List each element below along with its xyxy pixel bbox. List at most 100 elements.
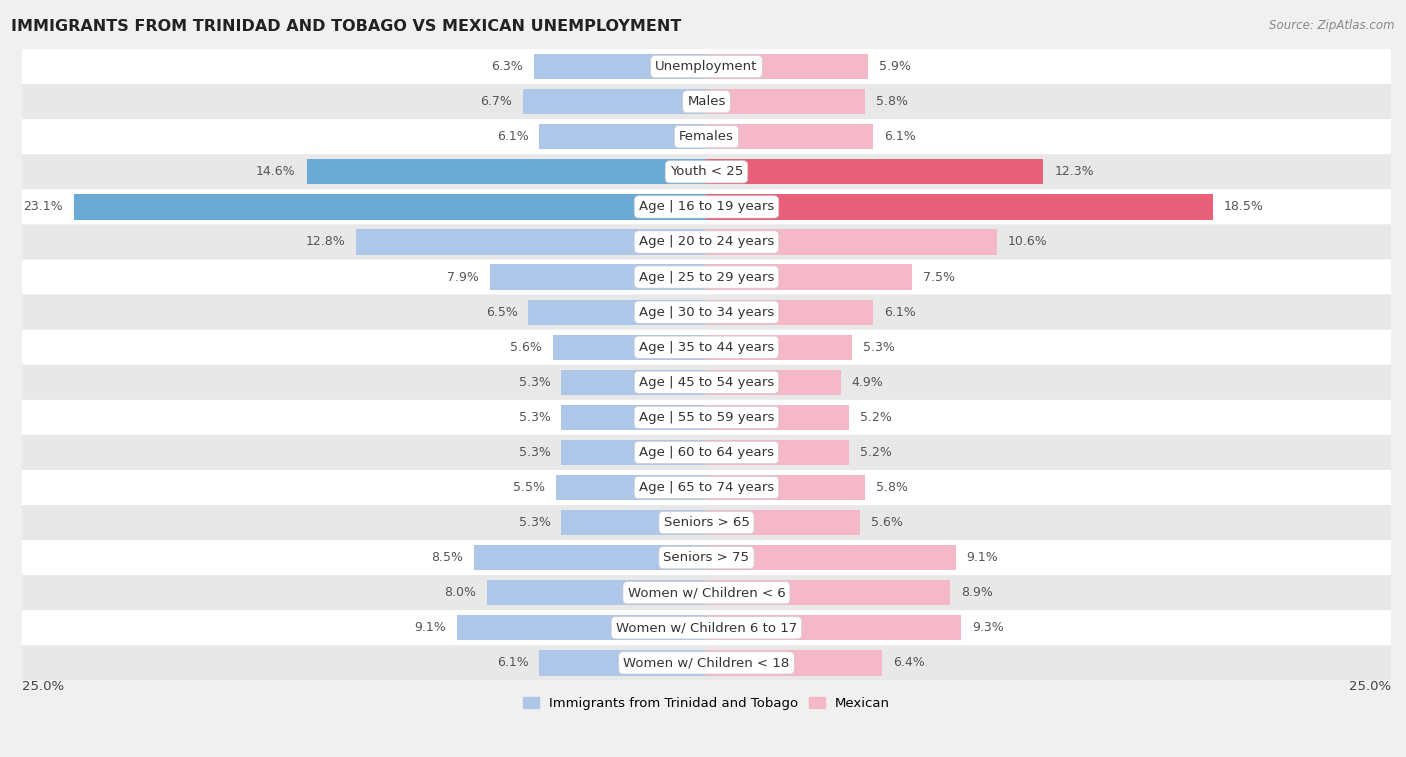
Bar [706,545,956,570]
FancyBboxPatch shape [22,610,1391,646]
Bar [561,369,706,395]
Text: Age | 25 to 29 years: Age | 25 to 29 years [638,270,775,284]
FancyBboxPatch shape [22,400,1391,435]
Text: 5.6%: 5.6% [870,516,903,529]
Bar [555,475,706,500]
Text: 5.3%: 5.3% [862,341,894,354]
Text: Age | 35 to 44 years: Age | 35 to 44 years [638,341,775,354]
Text: 5.8%: 5.8% [876,481,908,494]
Text: Seniors > 65: Seniors > 65 [664,516,749,529]
FancyBboxPatch shape [22,575,1391,610]
Bar [706,54,868,79]
Text: 25.0%: 25.0% [22,681,65,693]
Bar [706,195,1213,220]
Bar [706,510,860,535]
Text: 6.3%: 6.3% [491,60,523,73]
Bar [523,89,706,114]
Text: 6.1%: 6.1% [496,656,529,669]
Bar [706,369,841,395]
Text: Age | 30 to 34 years: Age | 30 to 34 years [638,306,775,319]
Text: Unemployment: Unemployment [655,60,758,73]
Text: Females: Females [679,130,734,143]
Bar [561,510,706,535]
Text: Age | 60 to 64 years: Age | 60 to 64 years [638,446,773,459]
FancyBboxPatch shape [22,294,1391,329]
Text: Age | 45 to 54 years: Age | 45 to 54 years [638,375,775,389]
Text: 5.6%: 5.6% [510,341,543,354]
Bar [540,124,706,149]
Text: 5.9%: 5.9% [879,60,911,73]
Bar [706,159,1043,185]
Bar [706,335,852,360]
Text: 7.5%: 7.5% [922,270,955,284]
Bar [706,580,950,606]
Text: Youth < 25: Youth < 25 [669,165,744,179]
Bar [706,650,882,675]
FancyBboxPatch shape [22,154,1391,189]
Text: 6.5%: 6.5% [485,306,517,319]
Text: 10.6%: 10.6% [1008,235,1047,248]
Bar [540,650,706,675]
Text: 18.5%: 18.5% [1225,201,1264,213]
Bar [706,264,912,290]
Text: Age | 20 to 24 years: Age | 20 to 24 years [638,235,775,248]
FancyBboxPatch shape [22,49,1391,84]
Bar [706,475,865,500]
Text: Women w/ Children < 6: Women w/ Children < 6 [627,586,786,600]
Text: 8.0%: 8.0% [444,586,477,600]
FancyBboxPatch shape [22,260,1391,294]
Text: IMMIGRANTS FROM TRINIDAD AND TOBAGO VS MEXICAN UNEMPLOYMENT: IMMIGRANTS FROM TRINIDAD AND TOBAGO VS M… [11,19,682,34]
Text: 5.5%: 5.5% [513,481,546,494]
Text: 7.9%: 7.9% [447,270,479,284]
FancyBboxPatch shape [22,646,1391,681]
Text: 25.0%: 25.0% [1348,681,1391,693]
Text: 5.8%: 5.8% [876,95,908,108]
Text: 8.9%: 8.9% [962,586,993,600]
Bar [706,124,873,149]
Bar [457,615,706,640]
FancyBboxPatch shape [22,365,1391,400]
Text: Women w/ Children < 18: Women w/ Children < 18 [623,656,790,669]
Bar [706,300,873,325]
Bar [706,229,997,254]
Text: 23.1%: 23.1% [24,201,63,213]
Bar [706,89,865,114]
Text: Age | 16 to 19 years: Age | 16 to 19 years [638,201,775,213]
Text: 9.1%: 9.1% [966,551,998,564]
Text: 6.1%: 6.1% [884,130,917,143]
Text: 14.6%: 14.6% [256,165,295,179]
Text: 5.2%: 5.2% [860,446,891,459]
FancyBboxPatch shape [22,435,1391,470]
Text: Seniors > 75: Seniors > 75 [664,551,749,564]
Bar [474,545,706,570]
Text: Age | 65 to 74 years: Age | 65 to 74 years [638,481,775,494]
FancyBboxPatch shape [22,329,1391,365]
Text: Women w/ Children 6 to 17: Women w/ Children 6 to 17 [616,621,797,634]
Text: 5.3%: 5.3% [519,411,550,424]
Text: 6.1%: 6.1% [496,130,529,143]
Legend: Immigrants from Trinidad and Tobago, Mexican: Immigrants from Trinidad and Tobago, Mex… [517,691,896,715]
FancyBboxPatch shape [22,189,1391,224]
Bar [706,405,849,430]
Text: 9.1%: 9.1% [415,621,446,634]
FancyBboxPatch shape [22,224,1391,260]
Text: 5.3%: 5.3% [519,446,550,459]
Text: 9.3%: 9.3% [972,621,1004,634]
Bar [529,300,706,325]
Bar [534,54,706,79]
Bar [488,580,706,606]
Text: 4.9%: 4.9% [852,375,883,389]
Bar [491,264,706,290]
FancyBboxPatch shape [22,470,1391,505]
Bar [561,440,706,465]
Text: 5.2%: 5.2% [860,411,891,424]
Text: 6.4%: 6.4% [893,656,924,669]
Bar [356,229,706,254]
Bar [706,440,849,465]
Text: 6.1%: 6.1% [884,306,917,319]
Bar [553,335,706,360]
Text: 12.3%: 12.3% [1054,165,1094,179]
Text: 8.5%: 8.5% [430,551,463,564]
Bar [307,159,706,185]
Bar [561,405,706,430]
